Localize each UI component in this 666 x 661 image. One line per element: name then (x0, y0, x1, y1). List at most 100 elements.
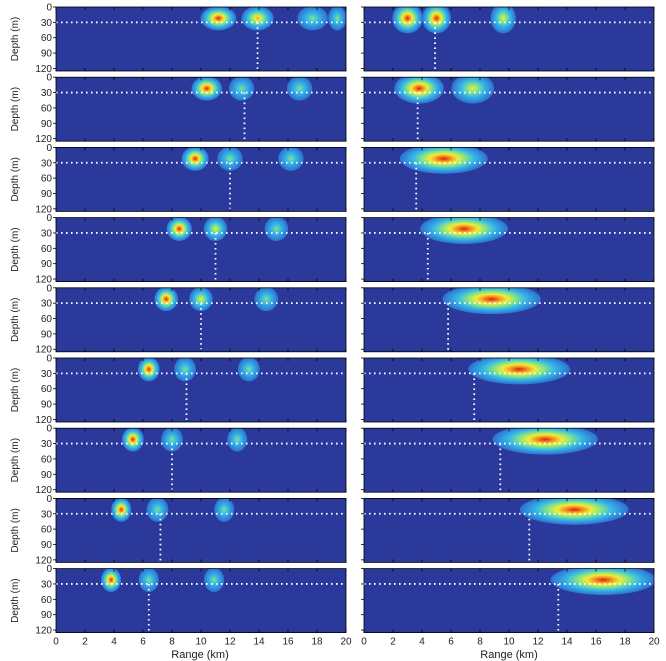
intensity-blob (550, 568, 654, 596)
x-tick-label: 4 (419, 637, 425, 648)
y-axis-label: Depth (m) (10, 157, 21, 201)
heatmap-panel: 0 30 60 90 120 Depth (m) 0 2 4 6 8 10 12 14 16 18 20 (10, 564, 352, 648)
intensity-blob (101, 568, 122, 593)
x-tick-label: 0 (361, 637, 367, 648)
heatmap-panel (361, 357, 655, 423)
intensity-blob (217, 147, 243, 171)
intensity-blob (161, 428, 183, 452)
x-tick-label: 14 (561, 637, 573, 648)
y-tick-label: 60 (41, 384, 53, 395)
y-tick-label: 90 (41, 329, 53, 340)
y-tick-label: 90 (41, 540, 53, 551)
intensity-blob (394, 77, 444, 104)
intensity-blob (399, 147, 488, 174)
intensity-blob (328, 7, 346, 31)
heatmap-panel (361, 146, 655, 212)
intensity-blob (241, 7, 274, 31)
x-tick-label: 16 (590, 637, 602, 648)
x-tick-label: 20 (340, 637, 352, 648)
intensity-blob (174, 358, 197, 382)
intensity-blob (121, 428, 144, 452)
intensity-blob (166, 217, 192, 242)
intensity-blob (111, 498, 132, 522)
x-tick-label: 20 (648, 637, 660, 648)
heatmap-panel: 0 30 60 90 120 Depth (m) (10, 354, 347, 426)
intensity-blob (137, 358, 160, 382)
intensity-blob (189, 287, 213, 312)
heatmap-panel (361, 427, 655, 493)
x-axis-label-right: Range (km) (480, 649, 537, 661)
x-tick-label: 6 (448, 637, 454, 648)
y-tick-label: 60 (41, 174, 53, 185)
x-tick-label: 8 (169, 637, 175, 648)
intensity-blob (200, 7, 237, 31)
y-tick-label: 0 (46, 283, 52, 294)
y-tick-label: 30 (41, 299, 53, 310)
y-tick-label: 90 (41, 119, 53, 130)
y-tick-label: 0 (46, 73, 52, 84)
x-tick-label: 4 (111, 637, 117, 648)
intensity-blob (519, 498, 629, 525)
y-tick-label: 0 (46, 143, 52, 154)
panel-background (56, 217, 346, 282)
intensity-blob (138, 568, 159, 593)
heatmap-panel: 0 30 60 90 120 Depth (m) (10, 73, 347, 145)
y-tick-label: 90 (41, 189, 53, 200)
intensity-blob (278, 147, 304, 171)
y-tick-label: 0 (46, 213, 52, 224)
x-tick-label: 8 (477, 637, 483, 648)
y-axis-label: Depth (m) (10, 368, 21, 412)
x-tick-label: 0 (53, 637, 59, 648)
intensity-blob (492, 428, 598, 455)
intensity-blob (490, 7, 516, 34)
intensity-blob (254, 287, 279, 312)
y-tick-label: 30 (41, 369, 53, 380)
intensity-blob (146, 498, 169, 522)
y-axis-label: Depth (m) (10, 508, 21, 552)
y-tick-label: 0 (46, 424, 52, 435)
x-tick-label: 12 (532, 637, 544, 648)
y-tick-label: 90 (41, 470, 53, 481)
intensity-blob (191, 77, 223, 101)
y-axis-label: Depth (m) (10, 17, 21, 61)
heatmap-panel: 0 30 60 90 120 Depth (m) (10, 424, 347, 496)
y-tick-label: 90 (41, 400, 53, 411)
x-tick-label: 12 (224, 637, 236, 648)
y-tick-label: 60 (41, 454, 53, 465)
heatmap-panel: 0 2 4 6 8 10 12 14 16 18 20 (361, 568, 660, 648)
intensity-blob (468, 358, 571, 385)
y-axis-label: Depth (m) (10, 438, 21, 482)
heatmap-panel: 0 30 60 90 120 Depth (m) (10, 143, 347, 215)
intensity-blob (264, 217, 289, 242)
heatmap-panel: 0 30 60 90 120 Depth (m) (10, 283, 347, 356)
y-tick-label: 0 (46, 354, 52, 365)
y-axis-label: Depth (m) (10, 298, 21, 342)
y-tick-label: 90 (41, 610, 53, 621)
y-tick-label: 60 (41, 595, 53, 606)
heatmap-panel (361, 497, 655, 563)
y-tick-label: 120 (35, 415, 52, 426)
intensity-blob (214, 498, 235, 522)
intensity-blob (228, 77, 255, 101)
intensity-blob (297, 7, 328, 31)
intensity-blob (422, 7, 451, 34)
y-tick-label: 90 (41, 49, 53, 60)
y-tick-label: 120 (35, 134, 52, 145)
heatmap-panel: 0 30 60 90 120 Depth (m) (10, 3, 347, 75)
y-tick-label: 30 (41, 579, 53, 590)
y-axis-label: Depth (m) (10, 578, 21, 622)
y-axis-label: Depth (m) (10, 227, 21, 271)
y-tick-label: 120 (35, 275, 52, 286)
y-tick-label: 60 (41, 314, 53, 325)
y-tick-label: 30 (41, 228, 53, 239)
x-tick-label: 18 (311, 637, 323, 648)
y-tick-label: 0 (46, 494, 52, 505)
heatmap-panel (361, 76, 655, 142)
y-axis-label: Depth (m) (10, 87, 21, 131)
heatmap-panel (361, 287, 655, 353)
intensity-blob (286, 77, 313, 101)
x-tick-label: 2 (390, 637, 396, 648)
intensity-blob (154, 287, 179, 312)
y-tick-label: 120 (35, 204, 52, 215)
